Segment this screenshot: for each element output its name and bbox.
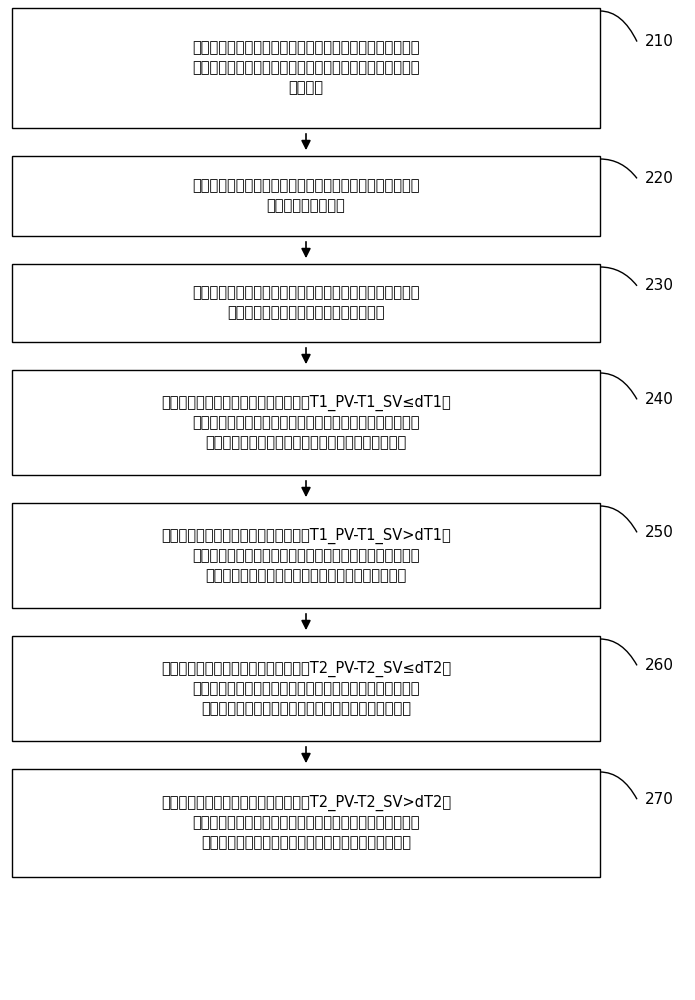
- Text: 若压缩机的运行时长达到预设时长，且T1_PV-T1_SV≤dT1，: 若压缩机的运行时长达到预设时长，且T1_PV-T1_SV≤dT1，: [161, 394, 451, 411]
- Text: 设目标温度的温度差: 设目标温度的温度差: [267, 198, 345, 214]
- Bar: [12, 8, 600, 128]
- Text: 230: 230: [645, 278, 674, 293]
- Text: 若压缩机的运行时长达到预设时长，且T1_PV-T1_SV>dT1，: 若压缩机的运行时长达到预设时长，且T1_PV-T1_SV>dT1，: [161, 527, 451, 544]
- Text: 若压缩机的运行时长达到预设时长，且T2_PV-T2_SV>dT2，: 若压缩机的运行时长达到预设时长，且T2_PV-T2_SV>dT2，: [161, 795, 451, 811]
- Bar: [12, 769, 600, 877]
- Text: 若压缩机的运行时长达到预设时长，且T2_PV-T2_SV≤dT2，: 若压缩机的运行时长达到预设时长，且T2_PV-T2_SV≤dT2，: [161, 660, 451, 677]
- Text: 二开度量，直至达到第一电子膨胀阀的预设最小开度: 二开度量，直至达到第一电子膨胀阀的预设最小开度: [206, 568, 407, 583]
- Text: 270: 270: [645, 792, 674, 807]
- Text: 则控制第二电子膨胀阀的开度每隔预设第四时间减小预设第: 则控制第二电子膨胀阀的开度每隔预设第四时间减小预设第: [193, 816, 420, 830]
- Text: 目标温度: 目标温度: [288, 81, 323, 96]
- Text: 240: 240: [645, 392, 674, 407]
- Text: 四开度量，直至减小到第二电子膨胀阀的预设最小开度: 四开度量，直至减小到第二电子膨胀阀的预设最小开度: [201, 836, 411, 850]
- Text: 220: 220: [645, 171, 674, 186]
- Text: 210: 210: [645, 34, 674, 49]
- Text: 三开度量，直至增大到第二电子膨胀阀的预设最大开度: 三开度量，直至增大到第二电子膨胀阀的预设最大开度: [201, 701, 411, 716]
- Text: 电子膨胀阀和第二电子膨胀阀的开度不变: 电子膨胀阀和第二电子膨胀阀的开度不变: [227, 306, 385, 320]
- Bar: [12, 370, 600, 475]
- Text: 250: 250: [645, 525, 674, 540]
- Bar: [12, 636, 600, 741]
- Text: 当压缩机由待机状态至运行状态时，在预设时长内控制第一: 当压缩机由待机状态至运行状态时，在预设时长内控制第一: [193, 286, 420, 300]
- Text: 一开度量，直至达到第一电子膨胀阀的预设最大开度: 一开度量，直至达到第一电子膨胀阀的预设最大开度: [206, 435, 407, 450]
- Text: 260: 260: [645, 658, 674, 673]
- Bar: [12, 264, 600, 342]
- Text: 度和各间室的实际温度；其中，各间室均设置有对应的预设: 度和各间室的实际温度；其中，各间室均设置有对应的预设: [193, 60, 420, 76]
- Text: 则控制第二电子膨胀阀的开度每隔预设第三时间增大预设第: 则控制第二电子膨胀阀的开度每隔预设第三时间增大预设第: [193, 681, 420, 696]
- Bar: [12, 156, 600, 236]
- Text: 则控制第一电子膨胀阀的开度每隔预设第一时间增加预设第: 则控制第一电子膨胀阀的开度每隔预设第一时间增加预设第: [193, 415, 420, 430]
- Text: 则控制第一电子膨胀阀的开度每隔预设第二时间减小预设第: 则控制第一电子膨胀阀的开度每隔预设第二时间减小预设第: [193, 548, 420, 563]
- Text: 根据各间室的实际温度，确定各间室的实际温度与对应的预: 根据各间室的实际温度，确定各间室的实际温度与对应的预: [193, 178, 420, 194]
- Bar: [12, 503, 600, 608]
- Text: 获取压缩机的运行状态、设置在热旁路中的电子膨胀阀的开: 获取压缩机的运行状态、设置在热旁路中的电子膨胀阀的开: [193, 40, 420, 55]
